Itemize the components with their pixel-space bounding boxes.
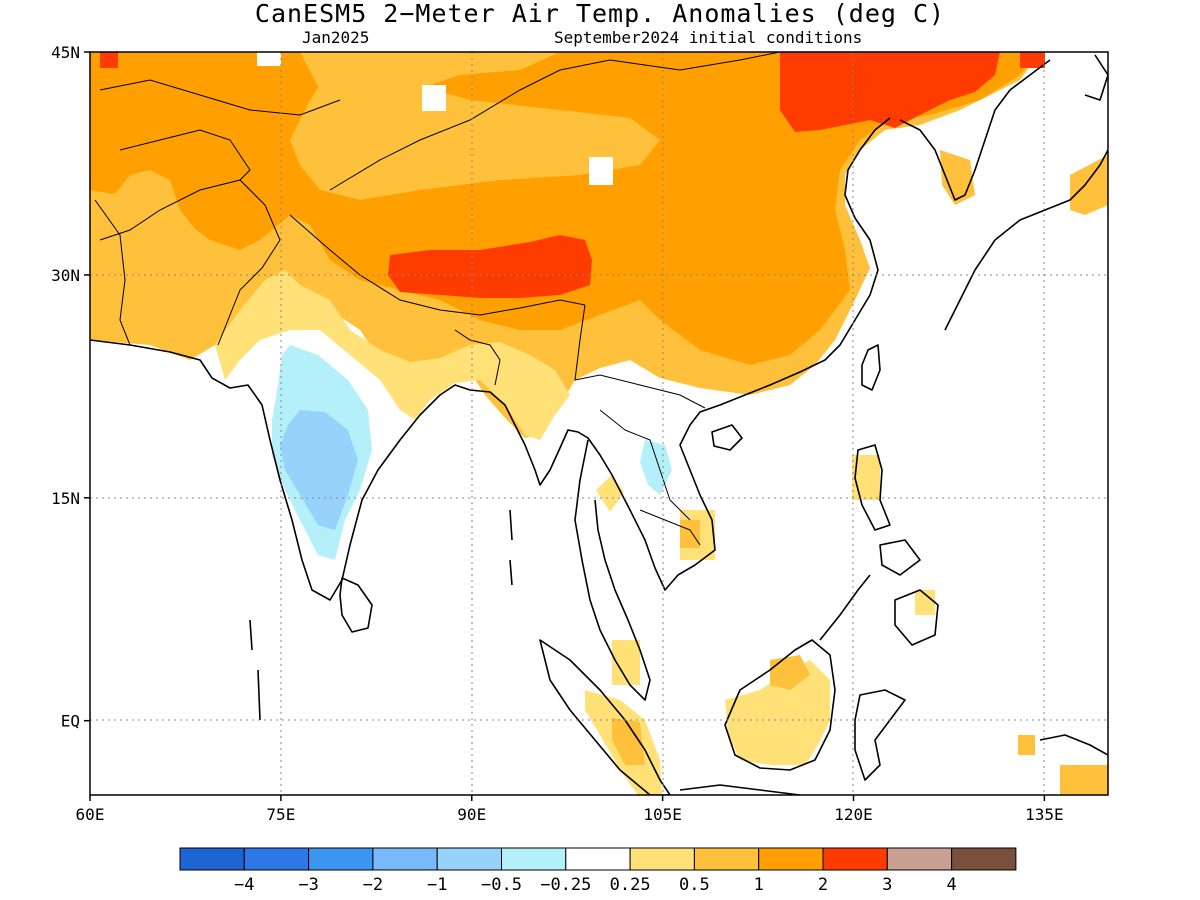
coastline-java [679,784,801,795]
colorbar-swatch [372,847,438,871]
lat-label: EQ [61,712,80,731]
colorbar-swatch [436,847,503,871]
longitude-ticks: 60E 75E 90E 105E 120E 135E [76,795,1064,824]
anomaly-region-0.5-1-newguinea [1060,765,1108,795]
border-india-china [289,214,586,316]
colorbar-label: −0.5 [481,875,522,895]
coastline-taiwan [861,344,881,391]
colorbar-label: 0.25 [610,875,651,895]
colorbar-swatch [243,847,310,871]
anomaly-region-0.5-1-vietnam [680,520,700,548]
anomaly-region-0.25-0.5 [215,270,570,440]
border-china-indochina [574,304,706,409]
anomaly-region-2-3-tibet [388,235,592,298]
colorbar-label: 4 [946,875,956,895]
colorbar-label: −1 [427,875,447,895]
lon-label: 60E [76,805,105,824]
colorbar: −4 −3 −2 −1 −0.5 −0.25 0.25 0.5 1 2 3 4 [179,847,1017,895]
lon-label: 90E [457,805,486,824]
coastline-malay-peninsula [574,439,651,701]
anomaly-region-0.5-1-japan [1070,155,1108,215]
anomaly-region-0.5-1-sumatra [612,718,645,765]
anomaly-region-0.5-1-west [90,190,270,345]
coastline-hainan [711,424,743,451]
border-afghanistan [99,129,251,241]
colorbar-swatch [179,847,245,871]
lat-label: 45N [51,43,80,62]
anomaly-region-0.5-1-borneo [770,655,810,690]
anomaly-fill-layer [90,52,1108,795]
colorbar-swatch [308,847,374,871]
coastline-korea [899,59,1051,201]
border-cambodia [639,509,701,546]
coastlines-layer [90,54,1108,795]
coastline-visayas [879,539,921,576]
coastline-mindanao [894,589,939,646]
missing-data-cell [257,52,281,66]
coastline-sulawesi [854,689,906,781]
anomaly-region-0.25-0.5-luzon [852,455,880,500]
anomaly-region-neg-0.5-1 [280,410,358,530]
anomaly-region-2-3-corner [100,52,118,68]
border-india-pakistan [217,179,281,346]
latitude-ticks: 45N 30N 15N EQ [51,43,90,731]
border-central-asia [99,79,341,116]
anomaly-region-neg-0.25-indochina [640,440,672,495]
border-bangladesh [454,329,501,386]
colorbar-swatch [693,847,760,871]
initial-conditions-label: September2024 initial conditions [554,28,863,47]
colorbar-label: −4 [234,875,254,895]
lon-label: 105E [643,805,682,824]
coastline-japan [944,149,1108,331]
anomaly-region-2-3-northeast [780,52,1000,132]
map-title: CanESM5 2−Meter Air Temp. Anomalies (deg… [254,0,946,28]
anomaly-region-0.25-0.5-mindanao [915,590,935,615]
border-thailand-laos [599,409,691,521]
coastline-palawan [819,574,871,641]
anomaly-region-0.25-0.5-borneo [725,660,830,765]
border-iran [94,199,131,346]
coastline-asia [90,117,891,601]
lat-label: 30N [51,266,80,285]
anomaly-region-0.5-1-asia [290,70,660,200]
anomaly-region-2-3-ne-corner [1020,52,1045,68]
coastline-maldives [249,619,261,721]
colorbar-swatch [951,847,1017,871]
borders-layer [94,52,781,546]
anomaly-region-0.5-1-sulawesi [1018,735,1035,755]
coastline-hokkaido [1084,54,1108,101]
coastline-new-guinea [1039,734,1108,756]
colorbar-label: −0.25 [540,875,591,895]
coastline-borneo [724,639,836,771]
colorbar-label: −3 [298,875,318,895]
lat-label: 15N [51,489,80,508]
colorbar-swatch [886,847,953,871]
colorbar-swatch [565,847,631,871]
lon-label: 135E [1025,805,1064,824]
lon-label: 75E [266,805,295,824]
colorbar-label: 2 [818,875,828,895]
colorbar-label: −2 [363,875,383,895]
missing-data-cell [422,85,446,111]
coastline-sri-lanka [339,577,373,633]
anomaly-region-0.25-0.5-malaya [612,640,640,685]
coastline-luzon [854,444,891,531]
colorbar-label: 1 [754,875,764,895]
missing-data-cell [589,157,613,185]
colorbar-swatch [501,847,567,871]
colorbar-swatch [629,847,695,871]
border-china-north [329,52,781,191]
coastline-sumatra [539,639,671,795]
colorbar-label: 0.5 [679,875,710,895]
anomaly-region-0.25-0.5-thailand [596,475,624,512]
graticule [90,52,1108,795]
colorbar-swatch [758,847,824,871]
valid-month-label: Jan2025 [302,28,370,47]
colorbar-swatch [822,847,888,871]
map-frame [89,51,1109,796]
lon-label: 120E [834,805,873,824]
colorbar-label: 3 [882,875,892,895]
coastline-andaman [509,509,513,586]
